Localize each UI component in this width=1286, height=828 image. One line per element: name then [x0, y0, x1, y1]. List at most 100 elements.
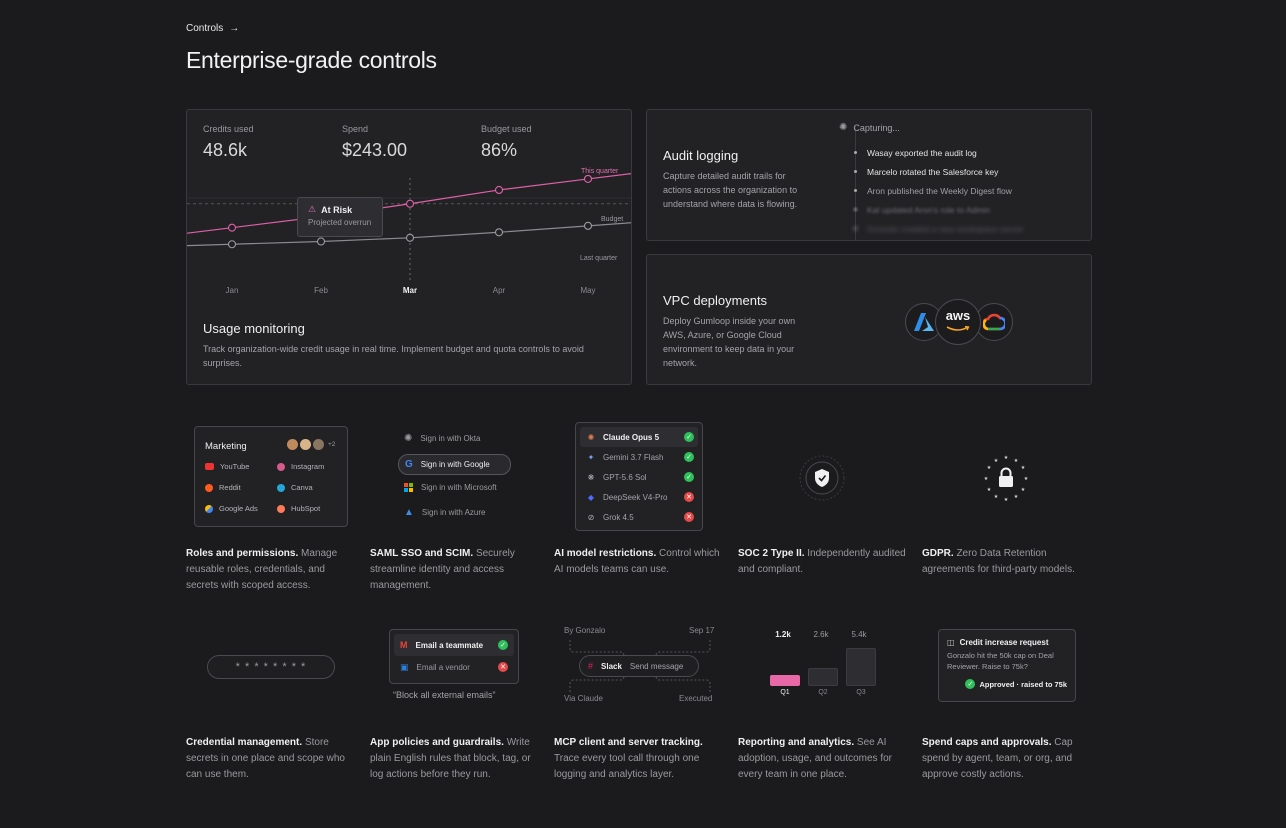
app-hubspot: HubSpot	[277, 504, 320, 513]
tooltip-title: At Risk	[321, 204, 353, 215]
model-row-gpt[interactable]: ❋ GPT-5.6 Sol ✓	[580, 467, 698, 487]
app-instagram: Instagram	[277, 462, 324, 471]
data-point	[494, 185, 504, 195]
stat-value: 86%	[481, 140, 518, 160]
mcp-tool-call[interactable]: # Slack Send message	[579, 655, 699, 677]
feature-desc: Cap spend by agent, team, or org, and ap…	[922, 737, 1073, 780]
mcp-status: Executed	[679, 694, 713, 703]
request-title: Credit increase request	[959, 638, 1049, 647]
vpc-title: VPC deployments	[663, 293, 768, 308]
microsoft-icon	[404, 483, 413, 492]
stat-label: Spend	[342, 124, 369, 134]
check-icon: ✓	[498, 640, 508, 650]
check-icon: ✓	[684, 432, 694, 442]
model-row-grok[interactable]: ⊘ Grok 4.5 ✕	[580, 507, 698, 527]
rule-email-teammate[interactable]: M Email a teammate ✓	[394, 634, 514, 656]
audit-item: Marcelo rotated the Salesforce key	[847, 167, 1087, 177]
budget-label: Budget	[601, 216, 624, 223]
sso-azure-option[interactable]: ▲ Sign in with Azure	[404, 507, 486, 518]
month-mar: Mar	[402, 286, 418, 295]
roles-mini-card: Marketing +2 YouTube Instagram Reddit Ca…	[194, 426, 348, 527]
sso-microsoft-option[interactable]: Sign in with Microsoft	[404, 483, 497, 492]
feature-title: SOC 2 Type II.	[738, 548, 805, 559]
canva-icon	[277, 483, 285, 492]
masked-value: * * * * * * * *	[235, 661, 307, 673]
sso-label: Sign in with Azure	[421, 508, 486, 517]
model-row-gemini[interactable]: ✦ Gemini 3.7 Flash ✓	[580, 447, 698, 467]
model-row-deepseek[interactable]: ◆ DeepSeek V4-Pro ✕	[580, 487, 698, 507]
app-label: Instagram	[291, 462, 325, 471]
check-icon: ✓	[684, 452, 694, 462]
last-quarter-label: Last quarter	[580, 255, 618, 262]
gdpr-feature-text: GDPR. Zero Data Retention agreements for…	[922, 546, 1090, 578]
feature-desc: Control which AI models teams can use.	[554, 548, 720, 575]
app-label: Reddit	[219, 483, 241, 492]
svg-text:★: ★	[987, 487, 992, 493]
bar-category-label: Q3	[856, 689, 866, 696]
svg-text:★: ★	[987, 465, 992, 471]
models-feature-text: AI model restrictions. Control which AI …	[554, 546, 722, 578]
claude-icon: ✺	[587, 432, 595, 442]
sso-feature-text: SAML SSO and SCIM. Securely streamline i…	[370, 546, 538, 594]
stat-credits: Credits used 48.6k	[203, 124, 254, 161]
credit-request-card: ◫ Credit increase request Gonzalo hit th…	[938, 629, 1076, 702]
policy-quote: “Block all external emails”	[393, 690, 496, 700]
google-icon: G	[405, 459, 413, 470]
rule-email-vendor[interactable]: ▣ Email a vendor ✕	[394, 656, 514, 678]
vpc-deployments-card: VPC deployments Deploy Gumloop inside yo…	[646, 254, 1092, 385]
bar	[770, 675, 800, 686]
timeline-line	[855, 126, 856, 240]
mcp-action: Send message	[629, 661, 684, 671]
breadcrumb[interactable]: Controls →	[186, 23, 239, 34]
soc2-shield-icon	[799, 455, 845, 501]
audit-title: Audit logging	[663, 148, 739, 163]
feature-desc: Zero Data Retention agreements for third…	[922, 548, 1075, 575]
usage-line-chart	[187, 173, 631, 280]
breadcrumb-label[interactable]: Controls	[186, 23, 224, 34]
roles-feature-text: Roles and permissions. Manage reusable r…	[186, 546, 354, 594]
svg-text:★: ★	[1004, 497, 1009, 502]
approval-status: ✓ Approved · raised to 75k	[947, 679, 1067, 689]
feature-desc: Store secrets in one place and scope who…	[186, 737, 345, 780]
bar-value-label: 2.6k	[813, 630, 829, 639]
avatar	[287, 439, 298, 450]
masked-secret-field[interactable]: * * * * * * * *	[207, 655, 335, 679]
gdpr-lock-icon: ★ ★ ★ ★ ★ ★ ★ ★ ★ ★ ★ ★	[984, 455, 1029, 502]
model-list-card: ✺ Claude Opus 5 ✓ ✦ Gemini 3.7 Flash ✓ ❋ GPT-…	[575, 422, 703, 531]
app-label: YouTube	[220, 462, 250, 471]
feature-desc: Independently audited and compliant.	[738, 548, 906, 575]
svg-text:★: ★	[984, 476, 989, 482]
model-name: DeepSeek V4-Pro	[603, 492, 668, 502]
model-row-claude[interactable]: ✺ Claude Opus 5 ✓	[580, 427, 698, 447]
svg-text:★: ★	[1004, 455, 1009, 461]
audit-desc: Capture detailed audit trails for action…	[663, 171, 798, 209]
sso-label: Sign in with Okta	[420, 434, 481, 443]
request-body: Gonzalo hit the 50k cap on Deal Reviewer…	[947, 651, 1054, 671]
feature-desc: See AI adoption, usage, and outcomes for…	[738, 737, 892, 780]
feature-title: App policies and guardrails.	[370, 737, 504, 748]
rule-label: Email a vendor	[416, 662, 470, 672]
google-ads-icon	[205, 504, 213, 513]
data-point	[583, 221, 593, 230]
stat-label: Credits used	[203, 124, 254, 134]
stat-budget: Budget used 86%	[481, 124, 532, 161]
app-label: Canva	[291, 483, 313, 492]
capturing-label: Capturing...	[853, 122, 900, 133]
app-label: HubSpot	[291, 504, 321, 513]
svg-text:★: ★	[994, 458, 999, 464]
audit-item: Wasay exported the audit log	[847, 148, 1087, 158]
app-label: Google Ads	[219, 504, 258, 513]
grok-icon: ⊘	[587, 512, 595, 522]
slack-icon: #	[588, 661, 594, 671]
openai-icon: ❋	[587, 472, 595, 482]
bar	[808, 667, 838, 686]
sso-okta-option[interactable]: ✺ Sign in with Okta	[404, 433, 480, 444]
reddit-icon	[205, 483, 213, 492]
sso-google-option[interactable]: G Sign in with Google	[398, 454, 511, 475]
feature-title: AI model restrictions.	[554, 548, 657, 559]
deepseek-icon: ◆	[587, 492, 595, 502]
app-canva: Canva	[277, 483, 313, 492]
approved-label: Approved · raised to 75k	[979, 679, 1067, 689]
bar-category-label: Q2	[818, 689, 828, 696]
data-point	[227, 223, 237, 232]
